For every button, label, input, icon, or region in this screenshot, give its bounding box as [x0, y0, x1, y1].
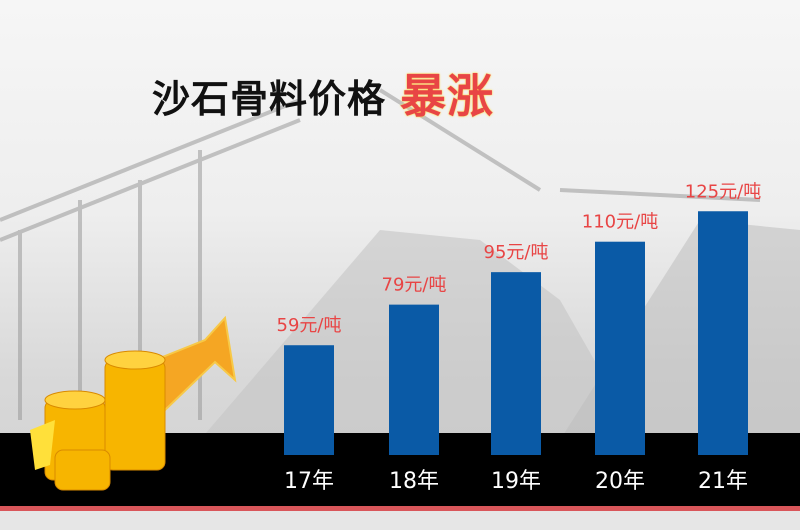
- data-label: 125元/吨: [685, 181, 761, 202]
- bar-21年: [698, 211, 748, 455]
- category-label: 17年: [284, 469, 334, 494]
- bar-20年: [595, 241, 645, 455]
- bottom-strip: [0, 511, 800, 530]
- category-label: 19年: [491, 469, 541, 494]
- bar-19年: [491, 272, 541, 455]
- category-label: 21年: [698, 469, 748, 494]
- data-label: 95元/吨: [484, 242, 549, 263]
- bar-17年: [284, 345, 334, 455]
- title-highlight: 暴涨: [400, 69, 495, 123]
- title-main: 沙石骨料价格: [152, 77, 387, 121]
- gold-coins-icon: [30, 315, 237, 491]
- category-label: 18年: [389, 469, 439, 494]
- bar-18年: [389, 304, 439, 455]
- data-label: 110元/吨: [582, 212, 658, 233]
- page-title: 沙石骨料价格 暴涨: [152, 60, 494, 126]
- category-label: 20年: [595, 469, 645, 494]
- data-label: 59元/吨: [277, 315, 342, 336]
- red-stripe: [0, 506, 800, 511]
- data-label: 79元/吨: [382, 275, 447, 296]
